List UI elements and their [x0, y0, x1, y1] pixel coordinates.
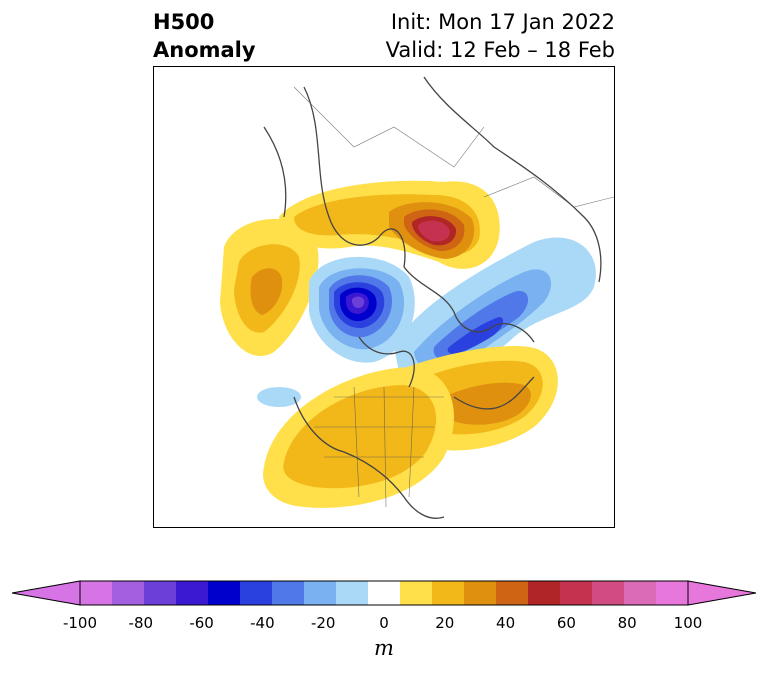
colorbar-segment — [336, 581, 369, 605]
colorbar-segment — [432, 581, 465, 605]
title-line-2: Anomaly — [153, 38, 256, 62]
colorbar-tick-label: 40 — [496, 614, 516, 632]
colorbar-tick-label: 20 — [435, 614, 455, 632]
colorbar-tick-label: 60 — [556, 614, 576, 632]
colorbar-segment — [560, 581, 593, 605]
colorbar-segment — [624, 581, 657, 605]
forecast-dates: Init: Mon 17 Jan 2022 Valid: 12 Feb – 18… — [386, 8, 615, 64]
political-borders — [293, 86, 614, 508]
colorbar-segment — [464, 581, 497, 605]
colorbar-segment — [80, 581, 113, 605]
anomaly-pacific-positive — [220, 218, 319, 356]
colorbar-segment — [592, 581, 625, 605]
colorbar-segment — [176, 581, 209, 605]
colorbar-extend-low — [11, 580, 81, 606]
colorbar-tick-label: 100 — [673, 614, 703, 632]
colorbar-tick-label: 80 — [617, 614, 637, 632]
colorbar — [10, 580, 758, 606]
colorbar-segment — [272, 581, 305, 605]
colorbar-tick-label: -60 — [189, 614, 214, 632]
colorbar-tick-label: -80 — [128, 614, 154, 632]
colorbar-tick-label: -100 — [62, 614, 98, 632]
anomaly-pacific-negative — [257, 387, 301, 407]
colorbar-segment — [496, 581, 529, 605]
anomaly-eurasia-positive — [279, 180, 500, 269]
colorbar-units-label: m — [374, 636, 394, 660]
colorbar-segment — [528, 581, 561, 605]
anomaly-scandinavia-negative — [394, 237, 596, 378]
anomaly-map — [153, 66, 615, 528]
colorbar-segment — [656, 581, 689, 605]
anomaly-north-america-positive — [263, 367, 454, 508]
colorbar-segment — [144, 581, 177, 605]
colorbar-segment — [368, 581, 401, 605]
init-date: Init: Mon 17 Jan 2022 — [390, 10, 615, 34]
colorbar-segment — [112, 581, 145, 605]
colorbar-frame — [79, 580, 689, 606]
colorbar-segment — [400, 581, 433, 605]
colorbar-tick-label: -20 — [310, 614, 336, 632]
colorbar-segment — [304, 581, 337, 605]
valid-date: Valid: 12 Feb – 18 Feb — [385, 38, 615, 62]
chart-title: H500 Anomaly — [153, 8, 256, 64]
coastlines — [263, 76, 602, 519]
title-line-1: H500 — [153, 10, 215, 34]
colorbar-tick-label: 0 — [379, 614, 389, 632]
colorbar-tick-label: -40 — [250, 614, 275, 632]
colorbar-extend-high — [687, 580, 757, 606]
colorbar-segment — [208, 581, 241, 605]
colorbar-segment — [240, 581, 273, 605]
anomaly-arctic-negative — [309, 256, 415, 363]
